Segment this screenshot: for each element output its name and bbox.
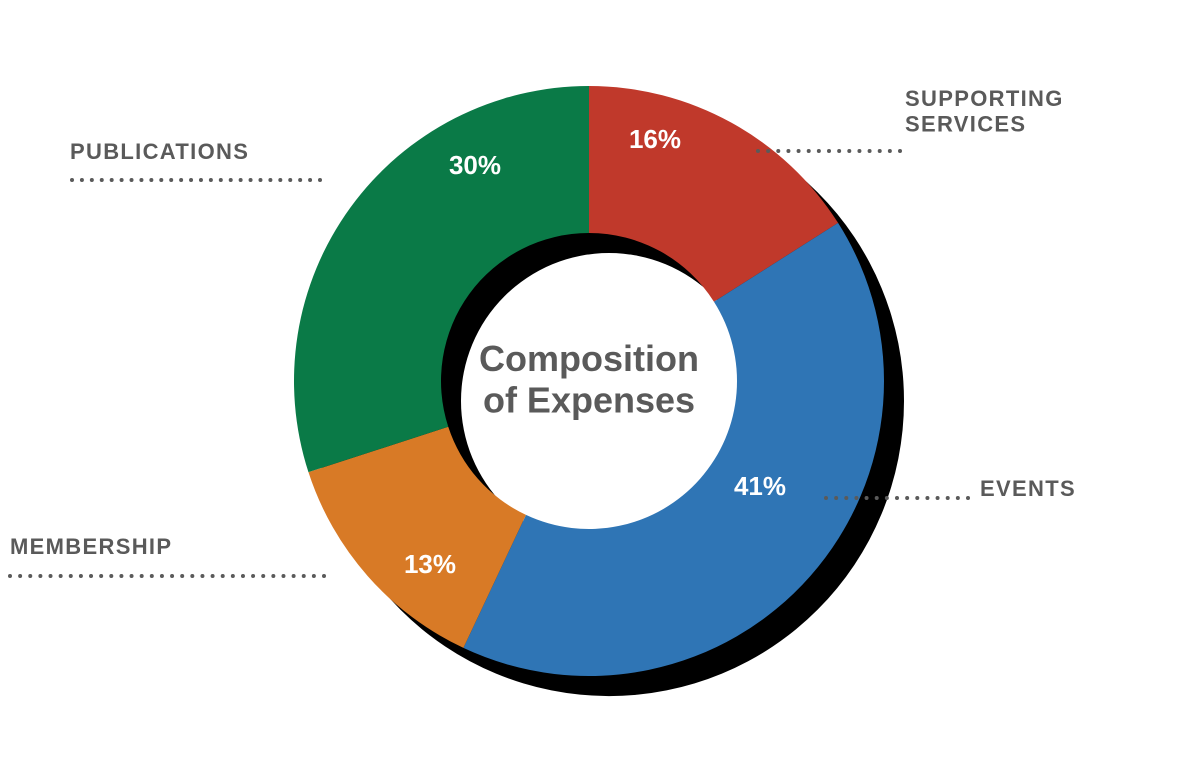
pct-supporting-services: 16% bbox=[629, 124, 681, 154]
center-title: Compositionof Expenses bbox=[479, 338, 699, 420]
leader-events bbox=[824, 496, 970, 500]
donut-chart: 16% 41% 13% 30% SUPPORTINGSERVICES EVENTS MEMB… bbox=[0, 0, 1178, 762]
label-membership: MEMBERSHIP bbox=[10, 534, 172, 559]
label-publications: PUBLICATIONS bbox=[70, 139, 249, 164]
leader-publications bbox=[70, 178, 322, 182]
leader-supporting-services bbox=[756, 149, 902, 153]
leader-membership bbox=[8, 574, 326, 578]
pct-membership: 13% bbox=[404, 549, 456, 579]
slice-events bbox=[463, 223, 884, 676]
pct-events: 41% bbox=[734, 471, 786, 501]
label-events: EVENTS bbox=[980, 476, 1076, 501]
label-supporting-services: SUPPORTINGSERVICES bbox=[905, 86, 1064, 136]
pct-publications: 30% bbox=[449, 150, 501, 180]
center-title-text: Compositionof Expenses bbox=[479, 338, 699, 420]
